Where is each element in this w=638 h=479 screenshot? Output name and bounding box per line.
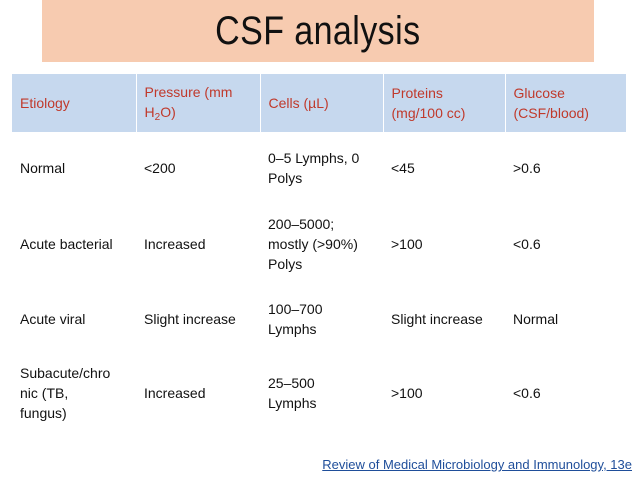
cell-glucose: >0.6 bbox=[513, 160, 541, 176]
cell-pressure: <200 bbox=[144, 160, 176, 176]
cell-proteins: >100 bbox=[391, 236, 423, 252]
table-row: Subacute/chro nic (TB, fungus) Increased 2… bbox=[12, 354, 626, 432]
header-cells: Cells (µL) bbox=[260, 74, 384, 132]
cell-proteins: <45 bbox=[391, 160, 415, 176]
table-header-row: Etiology Pressure (mm H2O) Cells (µL) Pr… bbox=[12, 74, 626, 132]
cell-pressure: Increased bbox=[144, 236, 206, 252]
cell-cells: 25–500 Lymphs bbox=[268, 375, 317, 411]
cell-etiology: Subacute/chro nic (TB, fungus) bbox=[20, 365, 111, 421]
cell-cells: 200–5000; mostly (>90%) Polys bbox=[268, 216, 358, 272]
header-glucose: Glucose (CSF/blood) bbox=[505, 74, 626, 132]
citation-link[interactable]: Review of Medical Microbiology and Immun… bbox=[322, 457, 632, 472]
title-banner: CSF analysis bbox=[42, 0, 594, 62]
cell-glucose: <0.6 bbox=[513, 385, 541, 401]
cell-glucose: <0.6 bbox=[513, 236, 541, 252]
header-etiology: Etiology bbox=[12, 74, 137, 132]
slide-title: CSF analysis bbox=[215, 8, 421, 53]
cell-pressure: Increased bbox=[144, 385, 206, 401]
cell-etiology: Normal bbox=[20, 160, 66, 176]
cell-proteins: Slight increase bbox=[391, 311, 483, 327]
header-pressure: Pressure (mm H2O) bbox=[136, 74, 261, 132]
cell-etiology: Acute viral bbox=[20, 311, 86, 327]
cell-cells: 100–700 Lymphs bbox=[268, 301, 323, 337]
header-proteins: Proteins (mg/100 cc) bbox=[383, 74, 506, 132]
cell-cells: 0–5 Lymphs, 0 Polys bbox=[268, 150, 360, 186]
csf-analysis-table: Etiology Pressure (mm H2O) Cells (µL) Pr… bbox=[12, 74, 626, 432]
cell-glucose: Normal bbox=[513, 311, 559, 327]
cell-pressure: Slight increase bbox=[144, 311, 236, 327]
table-row: Normal <200 0–5 Lymphs, 0 Polys <45 >0.6 bbox=[12, 132, 626, 204]
cell-etiology: Acute bacterial bbox=[20, 236, 113, 252]
table-row: Acute bacterial Increased 200–5000; mostl… bbox=[12, 204, 626, 284]
table-row: Acute viral Slight increase 100–700 Lymph… bbox=[12, 284, 626, 354]
cell-proteins: >100 bbox=[391, 385, 423, 401]
